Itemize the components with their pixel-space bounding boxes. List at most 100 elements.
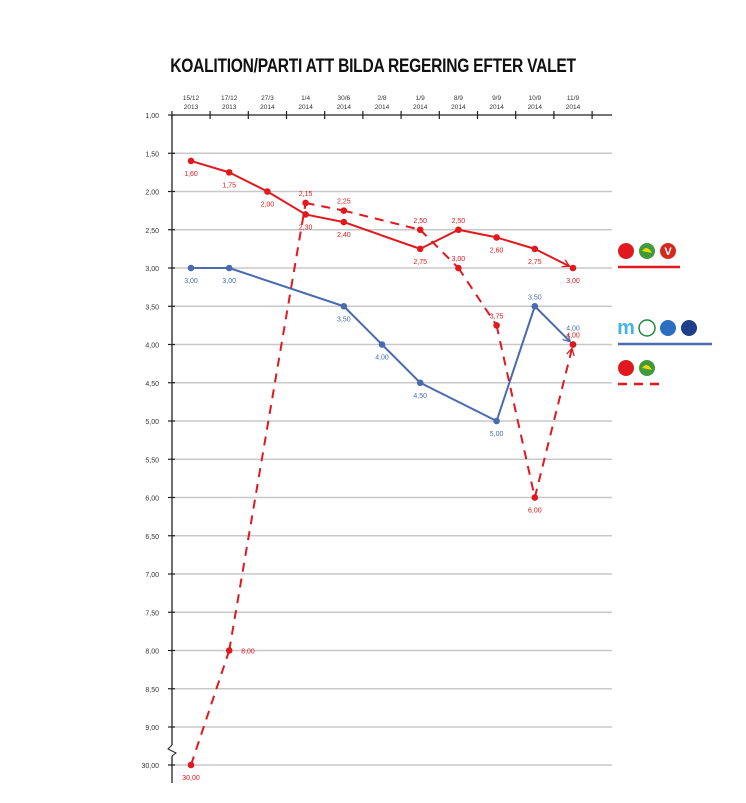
data-point: [187, 157, 195, 165]
data-point: [416, 226, 424, 234]
y-tick-label: 2,00: [145, 190, 159, 197]
x-tick-label-year: 2013: [222, 104, 237, 111]
party-logo-c-icon: [638, 319, 656, 337]
data-point: [225, 264, 233, 272]
series-s-mp-v: 1,60 1,75 2,00 2,30 2,40 2,75 2,50 2,60 2,75 3,00: [184, 157, 580, 285]
data-label: 2,75: [413, 259, 427, 266]
y-tick-label: 6,00: [145, 496, 159, 503]
x-tick-label-year: 2014: [413, 104, 428, 111]
series-segment: [458, 228, 497, 239]
data-label: 5,00: [490, 431, 504, 438]
data-label: 2,50: [452, 218, 466, 225]
data-label: 2,30: [299, 224, 313, 231]
sunflower-shape: [642, 364, 652, 370]
data-label: 2,25: [337, 199, 351, 206]
series-segment: [228, 267, 345, 308]
data-label: 2,15: [299, 191, 313, 198]
data-label: 3,00: [222, 278, 236, 285]
x-tick-label-year: 2014: [566, 104, 581, 111]
x-tick-label-year: 2014: [298, 104, 313, 111]
series-segment: [343, 209, 421, 231]
axis-break-icon: [167, 744, 177, 757]
x-tick-label-day: 1/4: [301, 95, 310, 102]
x-tick-label-day: 2/8: [377, 95, 386, 102]
y-tick-label: 7,00: [145, 572, 159, 579]
data-point: [340, 207, 348, 214]
data-label: 3,75: [490, 313, 504, 320]
y-tick-label: 7,50: [145, 610, 159, 617]
data-point: [340, 218, 348, 226]
moderaterna-logo-icon: m: [617, 317, 635, 339]
x-tick-label-day: 17/12: [221, 95, 238, 102]
data-label: 1,60: [184, 171, 198, 178]
data-label: 2,00: [261, 202, 275, 209]
data-point: [302, 199, 309, 207]
data-point: [264, 188, 271, 195]
data-point: [493, 322, 500, 329]
y-tick-label: 3,50: [145, 304, 159, 311]
legend-item: m: [617, 317, 712, 346]
x-tick-label-year: 2014: [489, 104, 504, 111]
data-point: [531, 494, 539, 501]
data-point: [455, 226, 462, 234]
x-tick-label-day: 1/9: [416, 95, 425, 102]
y-tick-label: 8,00: [145, 649, 159, 656]
y-tick-label: 1,50: [145, 151, 159, 158]
x-tick-label-day: 30/6: [337, 95, 350, 102]
series-segment: [190, 650, 231, 766]
data-label: 6,00: [528, 508, 542, 515]
data-point: [225, 647, 233, 654]
y-tick-label: 2,50: [145, 228, 159, 235]
party-logo-kd-icon: [681, 320, 697, 336]
data-label: 4,50: [413, 393, 427, 400]
series-alliansen-m-c-fp-kd-: 3,00 3,00 3,50 4,00 4,50 5,00 3,50 4,00: [184, 264, 580, 438]
y-tick-label: 5,50: [145, 457, 159, 464]
series-segment: [495, 325, 536, 498]
series-segment: [495, 305, 536, 422]
data-label: 4,00: [566, 333, 580, 340]
data-point: [493, 417, 500, 425]
data-point: [531, 245, 539, 253]
chart-title: KOALITION/PARTI ATT BILDA REGERING EFTER…: [170, 56, 576, 77]
data-label: 2,60: [490, 247, 504, 254]
party-logo-v-icon: [660, 243, 676, 259]
series-s-mp: 30,00 8,00 2,15 2,25 2,50 3,00 3,75 6,00 4,00: [182, 191, 580, 782]
data-point: [455, 264, 462, 272]
series-segment: [419, 381, 498, 422]
x-tick-label-year: 2014: [528, 104, 543, 111]
data-label: 1,75: [222, 182, 236, 189]
sunflower-shape: [642, 247, 652, 253]
series-segment: [381, 343, 421, 384]
data-label: 8,00: [241, 649, 255, 656]
series-segment: [534, 247, 570, 266]
data-point: [225, 169, 233, 176]
party-logo-s-icon: [618, 243, 634, 259]
data-point: [378, 341, 386, 348]
legend-item: V: [618, 243, 680, 269]
data-point: [569, 341, 577, 348]
series-segment: [266, 190, 307, 216]
data-point: [493, 234, 500, 241]
party-logo-letter: V: [664, 246, 672, 258]
data-label: 30,00: [182, 775, 200, 782]
x-tick-label-year: 2013: [184, 104, 199, 111]
series-segment: [228, 202, 307, 651]
x-tick-label-day: 11/9: [567, 95, 580, 102]
y-tick-label: 8,50: [145, 687, 159, 694]
x-tick-label-year: 2014: [375, 104, 390, 111]
x-tick-label-day: 9/9: [492, 95, 501, 102]
data-label: 3,00: [566, 278, 580, 285]
y-tick-label: 1,00: [145, 113, 159, 120]
data-label: 3,50: [528, 294, 542, 301]
series-segment: [534, 305, 570, 341]
series-segment: [457, 267, 498, 326]
series-segment: [496, 236, 536, 250]
data-point: [531, 302, 539, 310]
y-tick-label: 5,00: [145, 419, 159, 426]
series-segment: [228, 171, 268, 193]
series-segment: [343, 221, 421, 250]
data-label: 4,00: [375, 355, 389, 362]
data-label: 4,00: [566, 326, 580, 333]
